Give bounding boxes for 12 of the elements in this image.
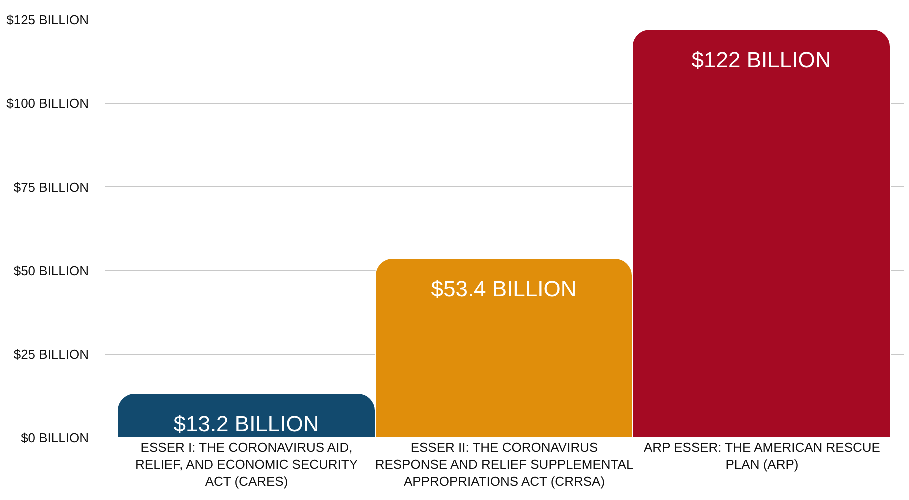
y-tick-label: $75 BILLION: [14, 180, 89, 195]
y-tick-label: $125 BILLION: [6, 12, 89, 28]
data-label: $13.2 BILLION: [174, 412, 320, 436]
data-label: $122 BILLION: [692, 48, 832, 72]
y-tick-label: $100 BILLION: [6, 96, 89, 112]
y-tick-label: $25 BILLION: [14, 346, 89, 362]
x-tick-label: ESSER I: THE CORONAVIRUS AID, RELIEF, AND ECONOMIC SECURITY ACT (CARES): [136, 440, 358, 489]
data-label: $53.4 BILLION: [431, 276, 577, 302]
x-tick-label: ARP ESSER: THE AMERICAN RESCUE PLAN (ARP): [644, 440, 881, 472]
y-tick-label: $0 BILLION: [21, 430, 89, 446]
y-tick-label: $50 BILLION: [14, 263, 89, 278]
x-tick-label: ESSER II: THE CORONAVIRUS RESPONSE AND RELIEF SUPPLEMENTAL APPROPRIATIONS ACT (CRRSA): [375, 440, 634, 489]
